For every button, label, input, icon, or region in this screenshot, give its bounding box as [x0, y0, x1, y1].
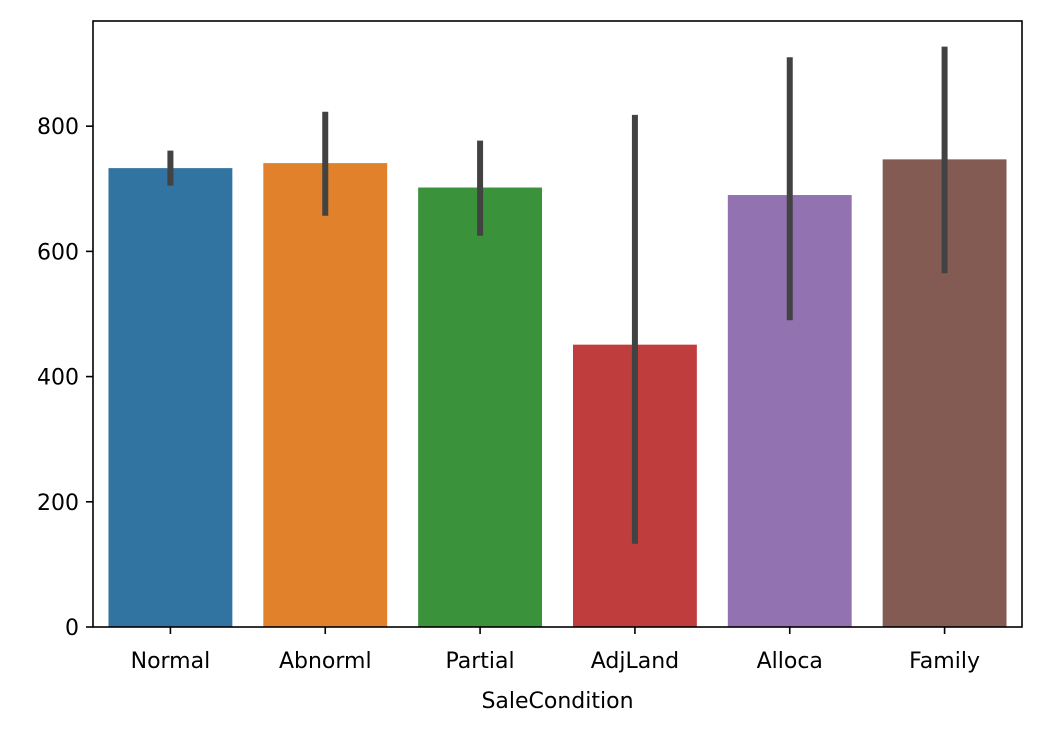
plot-frame	[92, 20, 1023, 628]
x-tick-label-adjland: AdjLand	[591, 649, 679, 674]
x-tick-label-partial: Partial	[446, 649, 515, 674]
bar-abnorml	[263, 163, 388, 627]
y-tick-label: 200	[37, 491, 79, 516]
x-axis-label: SaleCondition	[481, 689, 633, 714]
x-tick-label-family: Family	[909, 649, 980, 674]
bar-normal	[108, 168, 233, 627]
error-bars-group	[167, 46, 948, 544]
x-tick-label-alloca: Alloca	[757, 649, 823, 674]
y-tick-label: 400	[37, 366, 79, 391]
y-tick-label: 0	[65, 616, 79, 641]
bars-group	[108, 159, 1007, 628]
x-tick-label-abnorml: Abnorml	[279, 649, 372, 674]
y-tick-label: 600	[37, 240, 79, 265]
bar-partial	[418, 187, 543, 628]
x-axis: Normal Abnorml Partial AdjLand Alloca Family	[131, 627, 980, 674]
y-axis: 0 200 400 600 800	[37, 115, 93, 641]
y-tick-label: 800	[37, 115, 79, 140]
x-tick-label-normal: Normal	[131, 649, 211, 674]
